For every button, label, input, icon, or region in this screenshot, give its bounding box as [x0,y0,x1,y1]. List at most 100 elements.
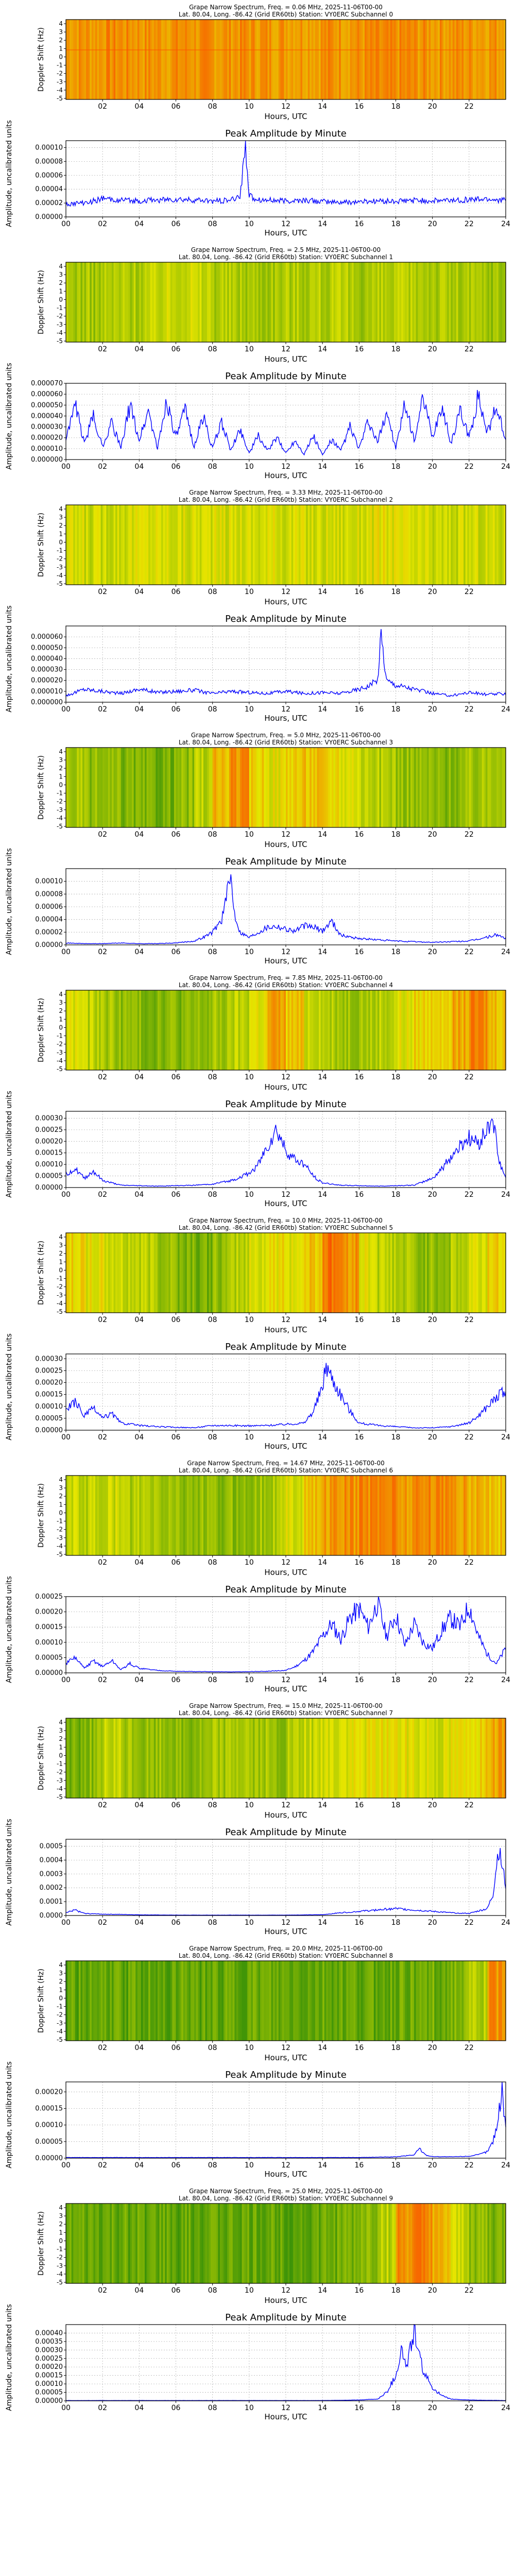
heatmap-cell [111,748,114,827]
y-tick-label: 0.00000 [35,1669,63,1677]
heatmap-cell [491,990,493,1070]
heatmap-cell [86,20,89,99]
heatmap-cell [335,1476,338,1555]
panel-15: Peak Amplitude by Minute0.00000.00010.00… [5,1819,510,1936]
heatmap-cell [137,505,140,585]
y-tick-label: 4 [59,1476,63,1483]
heatmap-cell [145,748,147,827]
heatmap-cell [330,1961,332,2041]
heatmap-cell [310,262,312,342]
heatmap-cell [482,20,484,99]
heatmap-cell [456,748,459,827]
x-tick-label: 10 [245,1558,254,1567]
heatmap-cell [291,1233,294,1313]
heatmap-cell [267,262,270,342]
heatmap-cell [199,1233,202,1313]
heatmap-cell [335,1718,338,1798]
heatmap-cell [166,990,169,1070]
y-tick-label: -4 [57,1785,63,1792]
heatmap-cell [304,1476,306,1555]
y-tick-label: 0.00008 [35,158,63,165]
x-tick-label: 10 [245,831,254,839]
heatmap-cell [145,505,147,585]
heatmap-cell [80,1476,83,1555]
heatmap-cell [363,1961,365,2041]
heatmap-cell [212,1961,215,2041]
heatmap-cell [295,2204,297,2283]
heatmap-cell [365,2204,367,2283]
heatmap-cell [90,505,92,585]
heatmap-cell [106,748,109,827]
panel-2: Grape Narrow Spectrum, Freq. = 2.5 MHz, … [37,246,506,364]
heatmap-cell [293,990,296,1070]
heatmap-cell [342,505,345,585]
heatmap-cell [186,262,190,342]
x-axis-label: Hours, UTC [264,956,307,965]
heatmap-subtitle: Lat. 80.04, Long. -86.42 (Grid ER60tb) S… [179,2195,393,2202]
heatmap-cell [339,1961,341,2041]
x-tick-label: 16 [354,705,364,714]
x-tick-label: 24 [501,1191,510,1199]
heatmap-cell [348,20,351,99]
heatmap-cell [393,1718,397,1798]
heatmap-cell [344,20,347,99]
heatmap-cell [124,1718,127,1798]
x-tick-label: 10 [245,1316,254,1324]
heatmap-cell [194,20,197,99]
heatmap-cell [304,262,306,342]
heatmap-cell [315,2204,318,2283]
heatmap-cell [493,1476,495,1555]
heatmap-cell [185,748,187,827]
y-axis-label: Amplitude, uncalibrated units [5,1819,13,1926]
heatmap-cell [188,990,191,1070]
heatmap-cell [377,505,380,585]
heatmap-cell [238,505,241,585]
heatmap-cell [401,262,404,342]
heatmap-cell [353,990,356,1070]
heatmap-cell [231,1476,233,1555]
heatmap-cell [333,748,336,827]
heatmap-cell [93,1476,96,1555]
heatmap-cell [491,1476,493,1555]
x-tick-label: 02 [98,103,107,111]
heatmap-cell [447,1718,450,1798]
heatmap-cell [111,2204,114,2283]
heatmap-cell [185,20,187,99]
heatmap-cell [485,1718,488,1798]
x-tick-label: 14 [318,2044,327,2052]
heatmap-cell [165,1961,167,2041]
heatmap-cell [234,2204,237,2283]
heatmap-cell [128,748,131,827]
heatmap-cell [168,262,171,342]
heatmap-cell [143,2204,145,2283]
heatmap-cell [278,748,281,827]
heatmap-cell [469,1233,471,1313]
heatmap-cell [377,748,380,827]
heatmap-cell [428,1233,431,1313]
heatmap-cell [396,1961,398,2041]
heatmap-cell [322,1718,325,1798]
heatmap-cell [121,2204,123,2283]
heatmap-cell [178,1233,180,1313]
heatmap-cell [439,1233,442,1313]
heatmap-cell [438,2204,440,2283]
heatmap-cell [297,505,299,585]
heatmap-cell [174,990,177,1070]
heatmap-cell [168,990,171,1070]
heatmap-cell [106,1961,109,2041]
heatmap-cell [310,1718,312,1798]
heatmap-cell [286,748,288,827]
heatmap-cell [436,990,438,1070]
heatmap-cell [75,1476,77,1555]
heatmap-cell [307,1718,310,1798]
heatmap-cell [227,1476,230,1555]
heatmap-cell [188,20,191,99]
heatmap-cell [359,505,362,585]
heatmap-cell [451,505,453,585]
heatmap-cell [337,1233,339,1313]
heatmap-cell [360,1718,364,1798]
heatmap-cell [340,748,343,827]
y-tick-label: 0.000020 [31,677,63,685]
x-tick-label: 16 [354,1191,364,1199]
heatmap-cell [196,505,198,585]
